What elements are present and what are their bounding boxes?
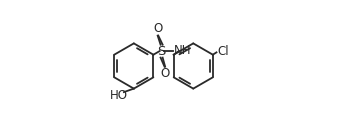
Text: Cl: Cl — [217, 45, 229, 58]
Text: NH: NH — [174, 44, 192, 57]
Text: HO: HO — [110, 89, 128, 102]
Text: S: S — [157, 45, 166, 58]
Text: O: O — [160, 67, 169, 80]
Text: O: O — [153, 22, 163, 35]
